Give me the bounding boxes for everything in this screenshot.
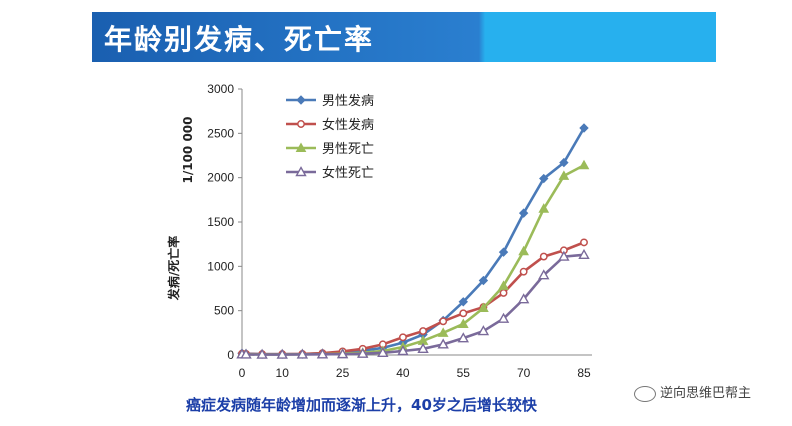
data-point-marker bbox=[517, 293, 530, 304]
data-point-marker bbox=[578, 159, 590, 170]
series-line bbox=[241, 164, 585, 356]
data-point-marker bbox=[498, 280, 509, 290]
watermark: 逆向思维巴帮主 bbox=[634, 382, 751, 402]
data-point-marker bbox=[458, 297, 469, 307]
data-point-marker bbox=[579, 123, 589, 133]
data-point-marker bbox=[437, 327, 449, 337]
y-axis-unit: 1/100 000 bbox=[181, 116, 195, 183]
x-tick-label: 85 bbox=[577, 366, 591, 380]
y-tick-label: 500 bbox=[214, 304, 234, 318]
page-title: 年龄别发病、死亡率 bbox=[104, 23, 375, 56]
x-tick-label: 40 bbox=[396, 366, 410, 380]
data-point-marker bbox=[578, 248, 590, 260]
data-point-marker bbox=[539, 252, 548, 261]
data-point-marker bbox=[295, 142, 307, 152]
data-point-marker bbox=[295, 166, 307, 177]
data-point-marker bbox=[558, 250, 570, 261]
data-point-marker bbox=[559, 157, 569, 168]
data-point-marker bbox=[498, 247, 509, 257]
y-tick-label: 1500 bbox=[207, 215, 234, 229]
data-point-marker bbox=[256, 348, 268, 359]
data-point-marker bbox=[539, 173, 549, 184]
wechat-icon bbox=[634, 385, 656, 402]
x-tick-label: 55 bbox=[457, 366, 471, 380]
data-point-marker bbox=[457, 332, 469, 343]
data-point-marker bbox=[276, 348, 288, 359]
data-point-marker bbox=[538, 269, 550, 280]
chart-caption: 癌症发病随年龄增加而逐渐上升，40岁之后增长较快 bbox=[186, 396, 537, 414]
legend-entry: 女性发病 bbox=[286, 117, 374, 133]
data-point-marker bbox=[419, 327, 428, 336]
y-tick-label: 0 bbox=[227, 348, 234, 362]
legend-label: 女性发病 bbox=[322, 117, 374, 133]
y-tick-label: 2000 bbox=[207, 171, 234, 185]
data-point-marker bbox=[437, 338, 449, 349]
data-point-marker bbox=[377, 346, 389, 357]
data-point-marker bbox=[297, 120, 305, 128]
data-point-marker bbox=[240, 348, 252, 359]
legend-entry: 男性死亡 bbox=[286, 142, 374, 157]
x-tick-label: 70 bbox=[517, 366, 531, 380]
data-point-marker bbox=[296, 348, 309, 359]
data-point-marker bbox=[398, 333, 407, 342]
data-point-marker bbox=[519, 267, 528, 276]
data-point-marker bbox=[558, 170, 570, 180]
data-point-marker bbox=[477, 325, 490, 336]
data-point-marker bbox=[580, 238, 588, 247]
data-point-marker bbox=[538, 203, 550, 213]
data-point-marker bbox=[357, 347, 369, 358]
data-point-marker bbox=[478, 302, 489, 313]
data-point-marker bbox=[397, 345, 409, 356]
data-point-marker bbox=[316, 348, 329, 359]
y-tick-label: 3000 bbox=[207, 82, 234, 96]
data-point-marker bbox=[336, 348, 349, 359]
data-point-marker bbox=[478, 275, 489, 286]
data-point-marker bbox=[459, 309, 468, 318]
series-1 bbox=[237, 123, 589, 359]
y-axis-label: 发病/死亡率 bbox=[166, 236, 181, 301]
x-tick-label: 25 bbox=[336, 366, 350, 380]
legend-entry: 男性发病 bbox=[286, 93, 374, 109]
data-point-marker bbox=[518, 245, 530, 256]
data-point-marker bbox=[518, 208, 529, 218]
data-point-marker bbox=[499, 288, 508, 297]
y-tick-label: 2500 bbox=[207, 126, 234, 140]
data-point-marker bbox=[439, 317, 448, 326]
legend-label: 男性死亡 bbox=[322, 142, 374, 157]
x-tick-label: 0 bbox=[239, 366, 246, 380]
data-point-marker bbox=[457, 318, 469, 328]
y-tick-label: 1000 bbox=[207, 259, 234, 273]
watermark-text: 逆向思维巴帮主 bbox=[660, 386, 752, 401]
legend-entry: 女性死亡 bbox=[286, 165, 374, 181]
data-point-marker bbox=[296, 95, 306, 105]
series-line bbox=[241, 127, 586, 356]
data-point-marker bbox=[497, 312, 510, 323]
title-banner: 年龄别发病、死亡率 bbox=[92, 12, 716, 62]
x-tick-label: 10 bbox=[276, 366, 290, 380]
legend-label: 男性发病 bbox=[322, 93, 374, 109]
legend-label: 女性死亡 bbox=[322, 165, 374, 181]
series-4 bbox=[236, 248, 590, 359]
data-point-marker bbox=[417, 342, 429, 353]
